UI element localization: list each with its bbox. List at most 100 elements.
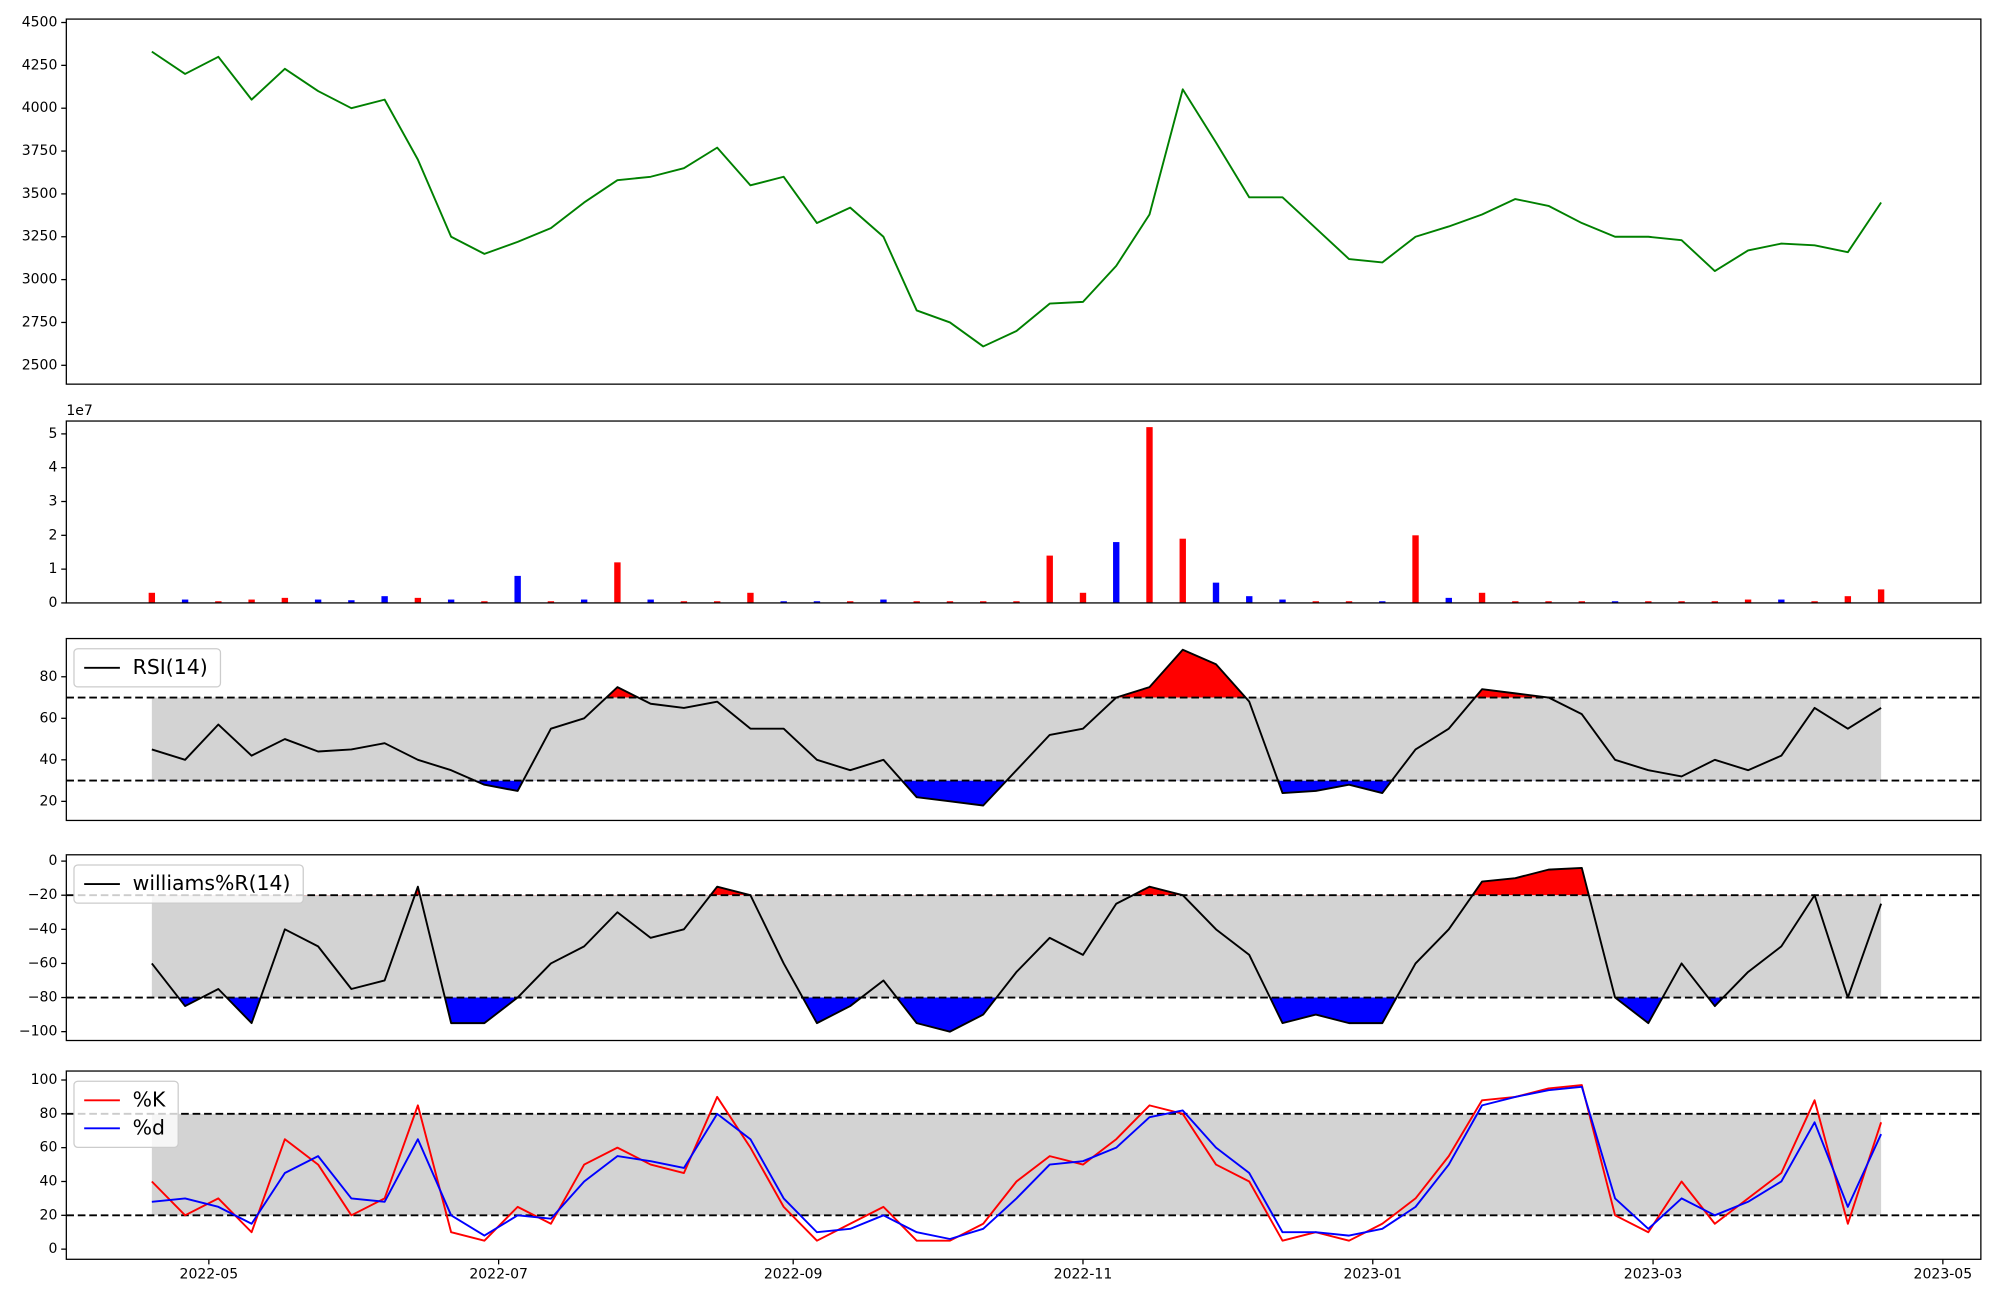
bar [1578, 601, 1585, 603]
bar [713, 601, 721, 603]
y-tick-label: 2 [48, 527, 57, 543]
bar [381, 596, 388, 603]
bar [447, 599, 455, 603]
bar [580, 599, 588, 603]
y-tick-label: 4500 [22, 15, 58, 31]
y-tick-label: 0 [48, 1241, 57, 1257]
y-tick-label: 80 [40, 669, 58, 685]
bar [1179, 538, 1186, 603]
bar [1478, 592, 1486, 603]
bar [1678, 601, 1685, 603]
bar [647, 599, 654, 603]
bar [1611, 601, 1619, 603]
panel: 0 1 2 3 4 5 1e7 [48, 403, 1982, 611]
bar [181, 599, 189, 603]
legend: %K %d [73, 1080, 179, 1148]
bar [946, 601, 954, 603]
bar [348, 600, 355, 603]
bar [1212, 582, 1220, 603]
bar [1512, 601, 1519, 603]
bar [813, 601, 821, 603]
y-tick-label: 0 [48, 853, 57, 869]
axes-frame [65, 420, 1982, 604]
y-tick-label: 40 [40, 1173, 58, 1189]
y-tick-label: 4250 [22, 57, 58, 73]
y-tick-label: 1 [48, 561, 57, 577]
panel: 2500 2750 3000 3250 3500 3750 4000 4250 4500 [22, 15, 1982, 385]
bar [1877, 589, 1885, 603]
y-tick-label: 100 [31, 1072, 58, 1088]
line [151, 1085, 1882, 1240]
bar [1811, 601, 1818, 603]
y-tick-label: 3500 [22, 186, 58, 202]
bar [215, 601, 222, 603]
y-tick-label: 80 [40, 1106, 58, 1122]
offset-label: 1e7 [66, 403, 92, 419]
fill-above [151, 867, 1882, 896]
x-tick-label: 2023-03 [1624, 1267, 1683, 1283]
band [151, 697, 1882, 781]
y-tick-label: 2500 [22, 357, 58, 373]
line [151, 866, 1882, 1033]
bar [1146, 427, 1153, 603]
bar [281, 597, 289, 603]
bar [547, 601, 555, 603]
y-tick-label: 4000 [22, 100, 58, 116]
y-tick-label: −60 [28, 955, 58, 971]
legend-label: RSI(14) [133, 655, 208, 679]
bar [1046, 555, 1053, 603]
y-tick-label: −100 [19, 1024, 58, 1040]
y-tick-label: −40 [28, 921, 58, 937]
axes-frame [65, 854, 1982, 1042]
legend-box [73, 864, 304, 904]
bar [1246, 596, 1253, 603]
panel: 0 20 40 60 80 100 2022-05 2022-07 2022-09 2022-11… [31, 1070, 1982, 1283]
band [151, 1113, 1882, 1216]
bar [1079, 592, 1087, 603]
legend: RSI(14) [73, 648, 222, 688]
legend-box [73, 1080, 179, 1148]
y-tick-label: 3750 [22, 143, 58, 159]
legend-box [73, 648, 222, 688]
bar [980, 601, 987, 603]
bar [481, 601, 488, 603]
x-tick-label: 2022-05 [180, 1267, 239, 1283]
x-tick-label: 2022-11 [1054, 1267, 1113, 1283]
x-tick-label: 2022-07 [469, 1267, 528, 1283]
line [151, 50, 1882, 348]
legend-label: williams%R(14) [133, 871, 291, 895]
x-tick-label: 2022-09 [764, 1267, 823, 1283]
bar [847, 601, 854, 603]
bar [1379, 601, 1386, 603]
bar [1312, 601, 1319, 603]
panel: −100 −80 −60 −40 −20 0 williams%R(14) [19, 853, 1982, 1042]
bar [1744, 599, 1752, 603]
bar [614, 562, 621, 603]
bar [148, 592, 156, 603]
bar [314, 599, 322, 603]
y-tick-label: −20 [28, 887, 58, 903]
bar [1412, 535, 1419, 603]
axes-frame [65, 18, 1982, 385]
y-tick-label: 60 [40, 1140, 58, 1156]
bar [1445, 597, 1452, 603]
bar [880, 599, 887, 603]
band [151, 895, 1882, 998]
legend-label: %d [133, 1115, 165, 1139]
bar [1279, 599, 1286, 603]
bar [1545, 601, 1552, 603]
y-tick-label: 40 [40, 752, 58, 768]
y-tick-label: 4 [48, 460, 57, 476]
axes-frame [65, 637, 1982, 822]
y-tick-label: 3000 [22, 272, 58, 288]
y-tick-label: 3250 [22, 229, 58, 245]
legend: williams%R(14) [73, 864, 304, 904]
bar [414, 597, 422, 603]
bar [1345, 601, 1353, 603]
y-tick-label: 20 [40, 793, 58, 809]
y-tick-label: 20 [40, 1207, 58, 1223]
bar [1711, 601, 1719, 603]
y-tick-label: −80 [28, 990, 58, 1006]
bar [1844, 596, 1852, 603]
